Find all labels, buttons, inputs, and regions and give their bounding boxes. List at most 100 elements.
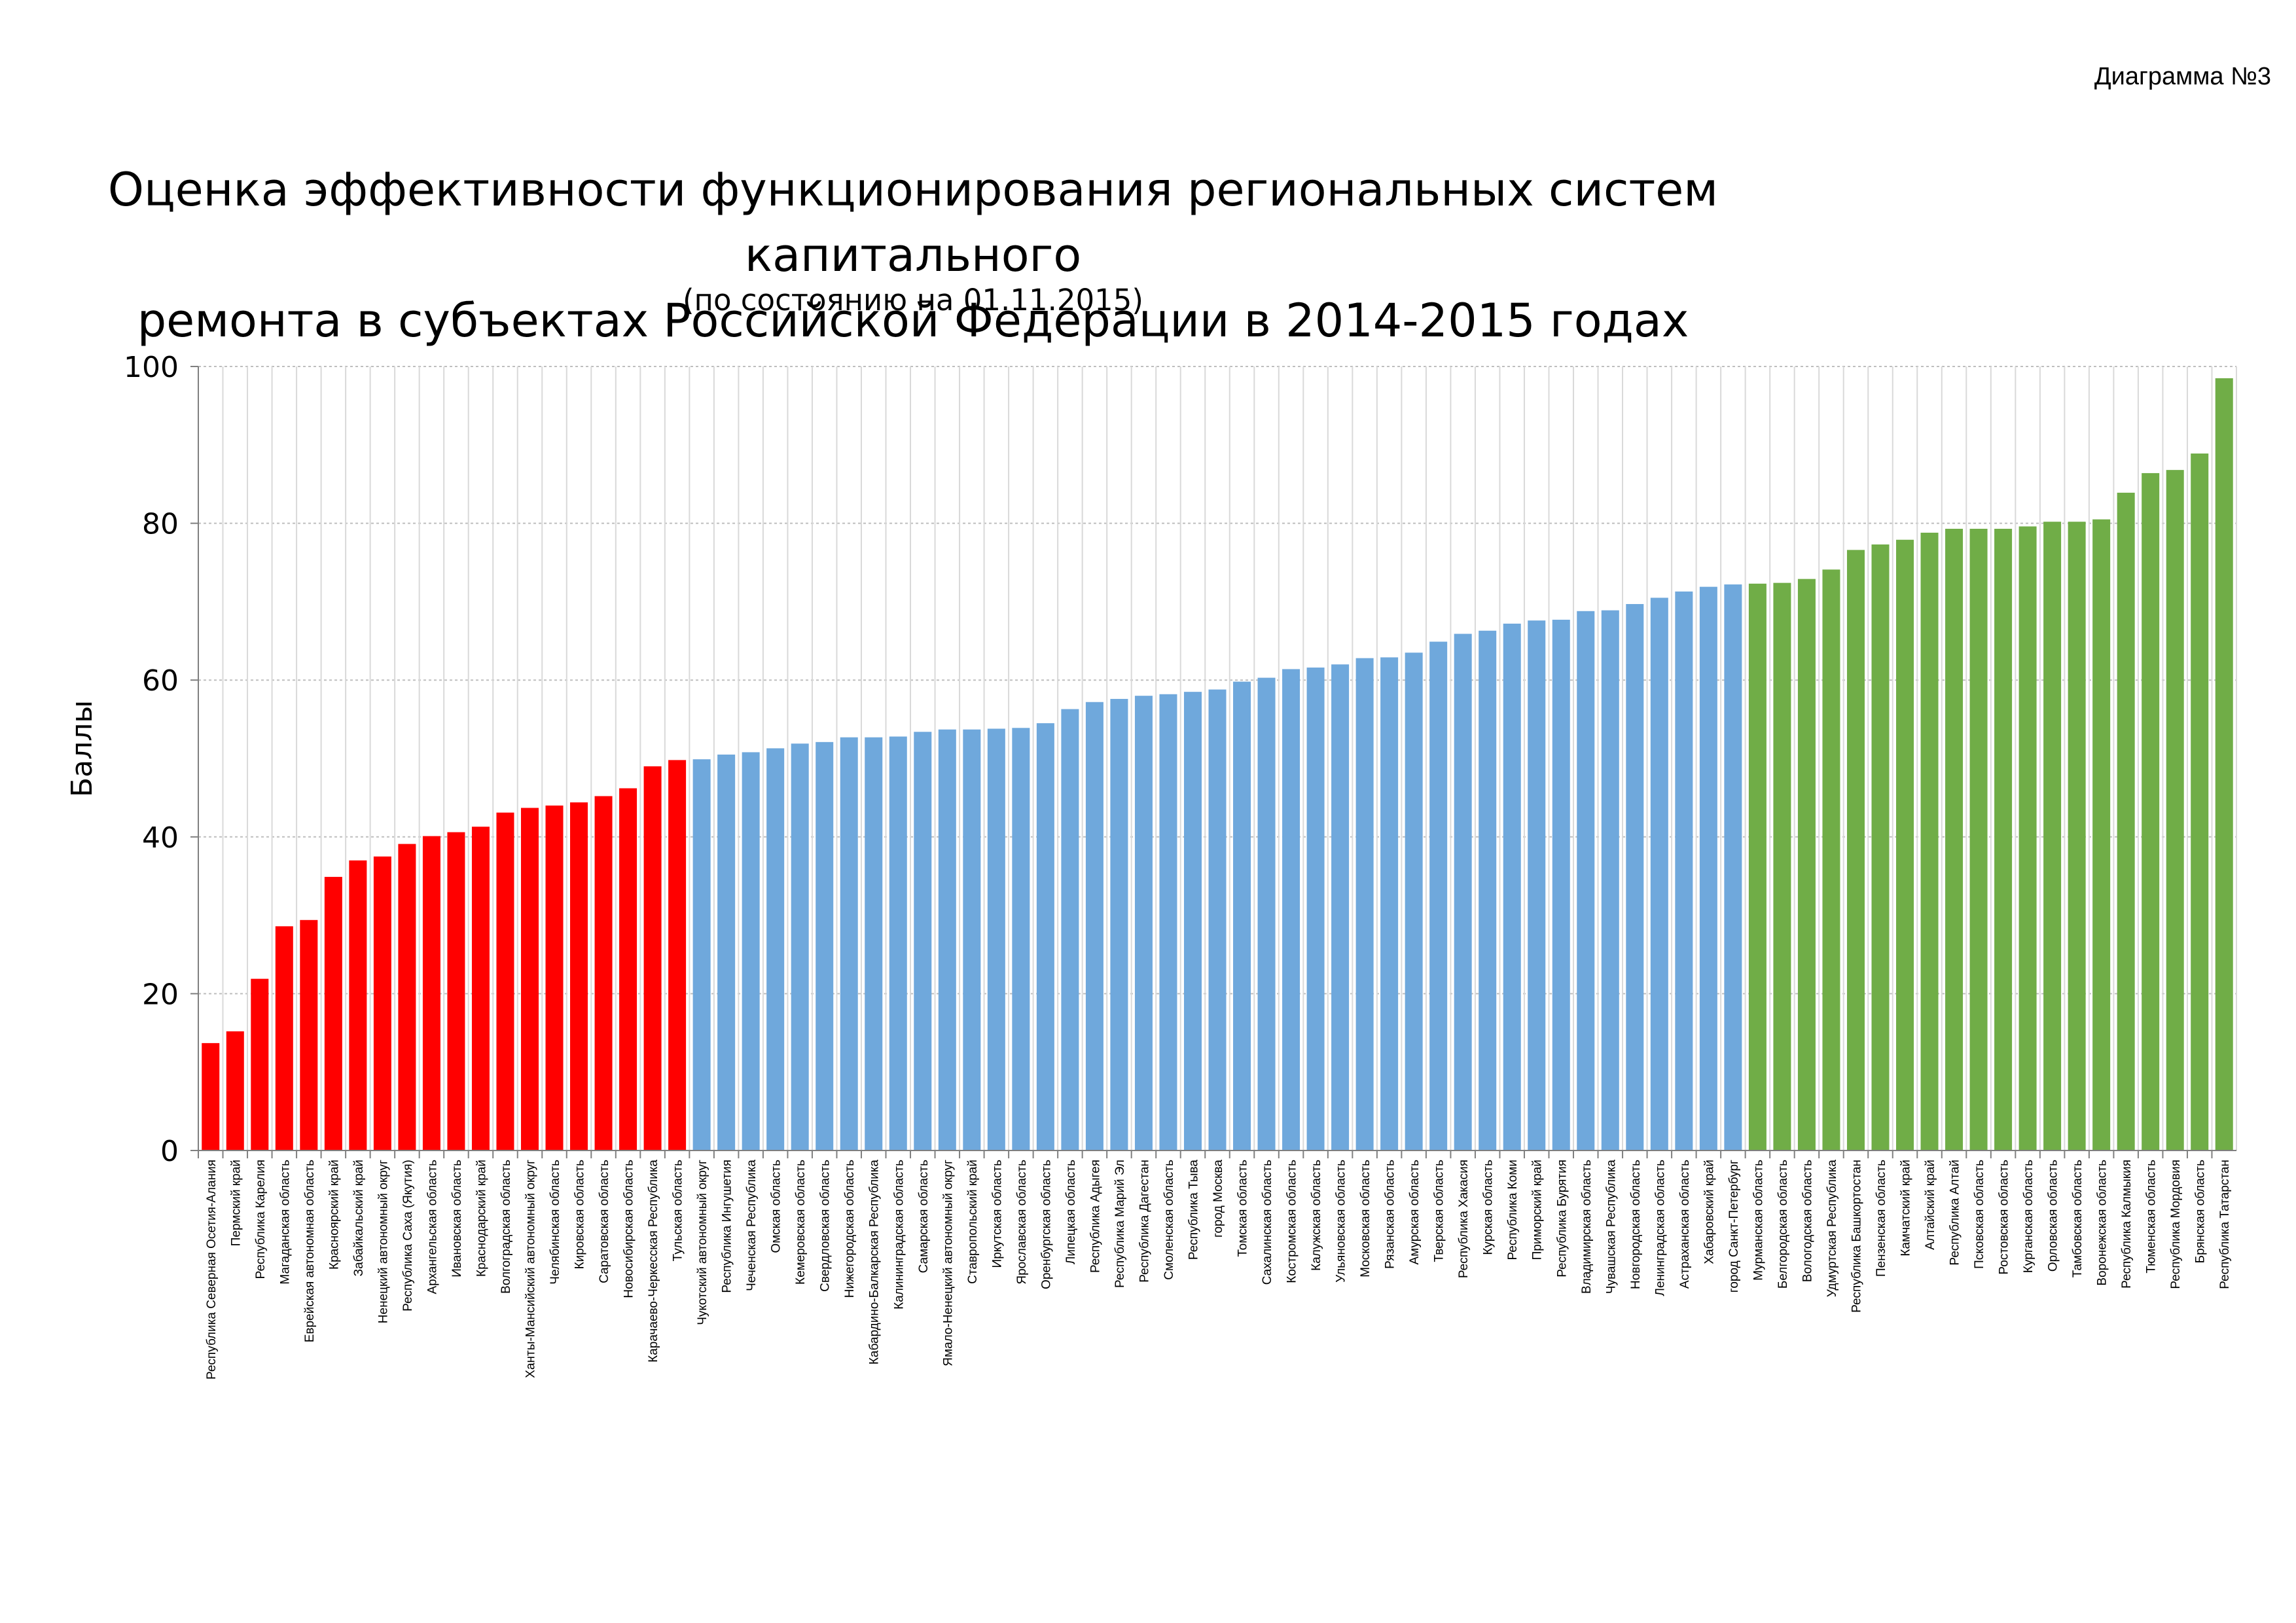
bar — [1528, 620, 1546, 1150]
chart-title-line2: ремонта в субъектах Российской Федерации… — [137, 294, 1689, 348]
page-label: Диаграмма №3 — [2094, 63, 2271, 90]
bar — [1994, 528, 2013, 1150]
bar — [570, 802, 588, 1150]
bar — [1380, 657, 1399, 1150]
y-tick-label: 80 — [142, 508, 179, 541]
bar — [816, 741, 834, 1150]
y-tick-label: 60 — [142, 664, 179, 698]
bar — [963, 729, 981, 1150]
bar — [1822, 569, 1840, 1150]
x-tick-label: Свердловская область — [819, 1160, 833, 1292]
x-tick-label: город Москва — [1211, 1160, 1225, 1238]
x-tick-label: Ленинградская область — [1653, 1160, 1667, 1296]
x-tick-label: Омская область — [770, 1160, 783, 1253]
bar — [545, 805, 564, 1150]
x-tick-label: Тульская область — [672, 1160, 685, 1261]
bar — [1699, 586, 1717, 1150]
x-tick-label: Рязанская область — [1384, 1160, 1397, 1269]
y-axis-label: Баллы — [65, 700, 99, 797]
bar — [1748, 583, 1767, 1150]
x-tick-label: Новгородская область — [1629, 1160, 1643, 1289]
bar — [2117, 492, 2135, 1150]
bar — [1134, 696, 1153, 1150]
chart-title: Оценка эффективности функционирования ре… — [0, 157, 1826, 353]
bar — [938, 729, 956, 1150]
x-tick-label: Республика Хакасия — [1457, 1160, 1471, 1278]
axes — [190, 366, 2236, 1158]
bar — [324, 876, 342, 1150]
bar — [791, 743, 809, 1150]
bar — [1552, 619, 1570, 1150]
bar — [1577, 611, 1595, 1150]
bar — [1871, 544, 1890, 1150]
y-tick-label: 40 — [142, 821, 179, 855]
bar — [447, 832, 465, 1150]
bar — [2191, 453, 2209, 1150]
x-tick-label: Нижегородская область — [843, 1160, 857, 1298]
bar — [1626, 603, 1644, 1150]
x-tick-label: Республика Коми — [1506, 1160, 1520, 1260]
bar — [889, 736, 907, 1150]
bar — [202, 1043, 220, 1150]
x-tick-label: Краснодарский край — [475, 1160, 488, 1277]
x-tick-label: Красноярский край — [327, 1160, 341, 1270]
x-tick-label: Карачаево-Черкесская Республика — [647, 1160, 660, 1363]
bar — [1036, 723, 1054, 1150]
x-tick-label: Архангельская область — [425, 1160, 439, 1294]
bar — [1503, 623, 1521, 1150]
x-tick-label: Еврейская автономная область — [303, 1160, 317, 1342]
x-tick-label: город Санкт-Петербург — [1727, 1160, 1741, 1293]
x-tick-label: Республика Тыва — [1187, 1160, 1200, 1260]
x-tick-label: Волгоградская область — [499, 1160, 513, 1294]
gridlines — [198, 366, 2237, 1150]
bar — [2215, 378, 2233, 1150]
bar — [373, 856, 391, 1150]
bar — [914, 732, 932, 1150]
bar — [2092, 519, 2111, 1150]
x-tick-label: Республика Карелия — [254, 1160, 268, 1279]
x-tick-label: Костромская область — [1285, 1160, 1299, 1283]
bar — [2043, 522, 2062, 1150]
x-tick-label: Кемеровская область — [794, 1160, 808, 1285]
bar — [2142, 473, 2160, 1150]
bars — [202, 378, 2233, 1150]
x-tick-label: Республика Бурятия — [1555, 1160, 1569, 1277]
bar — [1945, 528, 1964, 1150]
x-tick-label: Пензенская область — [1874, 1160, 1888, 1277]
bar — [300, 919, 318, 1150]
bar — [1159, 694, 1177, 1150]
x-tick-label: Новосибирская область — [622, 1160, 636, 1298]
bar — [1183, 692, 1202, 1150]
x-tick-label: Республика Ингушетия — [721, 1160, 734, 1293]
x-tick-label: Камчатский край — [1899, 1160, 1913, 1257]
x-tick-label: Воронежская область — [2096, 1160, 2109, 1286]
x-tick-label: Тамбовская область — [2071, 1160, 2085, 1277]
x-tick-label: Курганская область — [2022, 1160, 2036, 1273]
x-tick-label: Ярославская область — [1015, 1160, 1029, 1285]
x-tick-label: Самарская область — [917, 1160, 931, 1274]
x-tick-label: Томская область — [1236, 1160, 1250, 1257]
x-tick-label: Республика Дагестан — [1138, 1160, 1151, 1283]
bar — [1282, 669, 1300, 1150]
x-tick-label: Московская область — [1359, 1160, 1372, 1277]
chart-title-line1: Оценка эффективности функционирования ре… — [107, 163, 1719, 282]
x-tick-label: Саратовская область — [598, 1160, 611, 1283]
x-tick-label: Алтайский край — [1924, 1160, 1937, 1250]
x-tick-label: Псковская область — [1973, 1160, 1986, 1269]
bar — [692, 759, 711, 1150]
bar — [520, 808, 539, 1150]
x-tick-label: Ямало-Ненецкий автономный округ — [941, 1160, 955, 1366]
bar — [1233, 681, 1251, 1150]
bar — [1061, 709, 1079, 1150]
bar — [1675, 591, 1693, 1150]
bar — [1773, 582, 1791, 1150]
bar — [1454, 633, 1472, 1150]
bar — [2018, 526, 2037, 1150]
bar — [840, 737, 858, 1150]
bar — [1208, 689, 1227, 1150]
bar — [1895, 539, 1914, 1150]
x-tick-label: Челябинская область — [548, 1160, 562, 1285]
x-tick-label: Ставропольский край — [966, 1160, 980, 1284]
x-tick-label: Брянская область — [2194, 1160, 2208, 1263]
